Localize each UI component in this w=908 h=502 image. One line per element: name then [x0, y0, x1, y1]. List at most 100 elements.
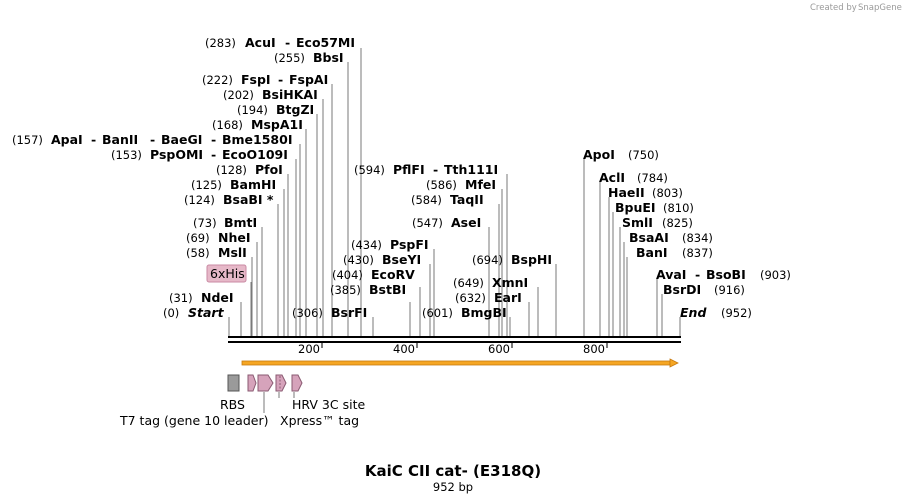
site-bsrdi: BsrDI	[663, 282, 701, 297]
site-bsaai: BsaAI	[629, 230, 669, 245]
site-pfoi: PfoI	[255, 162, 283, 177]
site-bseyi-position: (430)	[343, 253, 374, 267]
rbs-feature	[227, 374, 240, 392]
site-acli: AclI	[599, 170, 625, 185]
site-bmti: BmtI	[224, 215, 257, 230]
orf-arrow	[241, 358, 679, 368]
site-asei: AseI	[451, 215, 481, 230]
site-ecorv: EcoRV	[371, 267, 415, 282]
site-bsrfi-position: (306)	[292, 306, 323, 320]
site-separator: -	[278, 72, 283, 87]
t7-tag-feature	[257, 374, 274, 392]
xpress-tag-feature	[275, 374, 287, 392]
site-msli-position: (58)	[186, 246, 210, 260]
his-tag-box	[206, 264, 247, 283]
site-bmgbi-position: (601)	[422, 306, 453, 320]
rbs-label: RBS	[220, 397, 245, 412]
right-cluster-labels: ApoI (750) AclI (784) HaeII (803) BpuEI …	[583, 147, 791, 320]
credit-created-by: Created by	[810, 3, 857, 13]
site-btgzi: BtgZI	[276, 102, 314, 117]
site-bmti-position: (73)	[193, 216, 217, 230]
his-tag-label: 6xHis	[210, 266, 245, 281]
site-mfei: MfeI	[465, 177, 496, 192]
site-bsabi-position: (124)	[184, 193, 215, 207]
site-mfei-position: (586)	[426, 178, 457, 192]
site-bbsi-position: (255)	[274, 51, 305, 65]
site-smli: SmlI	[622, 215, 653, 230]
site-bamhi: BamHI	[230, 177, 276, 192]
start-label: Start	[188, 305, 225, 320]
site-ndei-position: (31)	[169, 291, 193, 305]
site-ecoo109i: EcoO109I	[222, 147, 288, 162]
site-eari-position: (632)	[455, 291, 486, 305]
site-banii: BanII	[102, 132, 138, 147]
site-apai: ApaI	[51, 132, 83, 147]
site-bbsi: BbsI	[313, 50, 344, 65]
map-length: 952 bp	[433, 480, 473, 494]
site-asei-position: (547)	[412, 216, 443, 230]
site-baegi: BaeGI	[161, 132, 202, 147]
site-pspomi: PspOMI	[150, 147, 203, 162]
hrv-site-feature	[291, 374, 303, 392]
tick-label: 400	[393, 342, 415, 356]
site-bani: BanI	[636, 245, 668, 260]
site-separator: -	[91, 132, 96, 147]
site-bsihkai-position: (202)	[223, 88, 254, 102]
site-taqii: TaqII	[450, 192, 484, 207]
site-xmni-position: (649)	[453, 276, 484, 290]
site-fspi: FspI	[241, 72, 271, 87]
site-tth111i: Tth111I	[444, 162, 498, 177]
site-pfoi-position: (128)	[216, 163, 247, 177]
site-bamhi-position: (125)	[191, 178, 222, 192]
site-bme1580i: Bme1580I	[222, 132, 292, 147]
site-bsobi: BsoBI	[706, 267, 746, 282]
site-pspfi: PspFI	[390, 237, 429, 252]
site-pspfi-position: (434)	[351, 238, 382, 252]
site-bsrfi: BsrFI	[331, 305, 367, 320]
site-fspi-position: (222)	[202, 73, 233, 87]
end-position: (952)	[721, 306, 752, 320]
site-haeii-position: (803)	[652, 186, 683, 200]
site-bsihkai: BsiHKAI	[262, 87, 318, 102]
xpress-tag-label: Xpress™ tag	[280, 413, 359, 428]
site-bsrdi-position: (916)	[714, 283, 745, 297]
site-pflfi: PflFI	[393, 162, 425, 177]
site-nhei: NheI	[218, 230, 251, 245]
feature-track: RBS HRV 3C site T7 tag (gene 10 leader) …	[119, 374, 365, 428]
site-bani-position: (837)	[682, 246, 713, 260]
site-acui: AcuI	[245, 35, 276, 50]
site-avai: AvaI	[656, 267, 686, 282]
site-bpuei-position: (810)	[663, 201, 694, 215]
site-separator: -	[211, 147, 216, 162]
t7-tag-label: T7 tag (gene 10 leader)	[119, 413, 268, 428]
site-haeii: HaeII	[608, 185, 645, 200]
orf-body	[241, 360, 671, 366]
site-bstbi: BstBI	[369, 282, 406, 297]
site-nhei-position: (69)	[186, 231, 210, 245]
his-tag-feature-arrow	[247, 374, 257, 392]
tick-label: 600	[488, 342, 510, 356]
site-ecorv-position: (404)	[332, 268, 363, 282]
site-acui-position: (283)	[205, 36, 236, 50]
end-label: End	[680, 305, 707, 320]
site-separator: -	[211, 132, 216, 147]
site-xmni: XmnI	[492, 275, 528, 290]
credit-brand: SnapGene	[858, 3, 902, 13]
site-bsphi-position: (694)	[472, 253, 503, 267]
site-bseyi: BseYI	[382, 252, 421, 267]
site-mspa1i: MspA1I	[251, 117, 303, 132]
site-separator: -	[433, 162, 438, 177]
strand-top	[228, 336, 681, 338]
site-ndei: NdeI	[201, 290, 234, 305]
left-cluster-labels: (283) AcuI - Eco57MI (255) BbsI (222) Fs…	[12, 35, 355, 320]
site-separator: -	[150, 132, 155, 147]
site-smli-position: (825)	[662, 216, 693, 230]
site-bsphi: BspHI	[511, 252, 552, 267]
his-tag-feature: 6xHis	[206, 264, 252, 336]
site-separator: -	[695, 267, 700, 282]
middle-cluster-labels: (306) BsrFI (385) BstBI (404) EcoRV (430…	[292, 162, 552, 320]
sequence-ruler: 200 400 600 800	[228, 336, 681, 356]
tick-label: 200	[298, 342, 320, 356]
tick-label: 800	[583, 342, 605, 356]
